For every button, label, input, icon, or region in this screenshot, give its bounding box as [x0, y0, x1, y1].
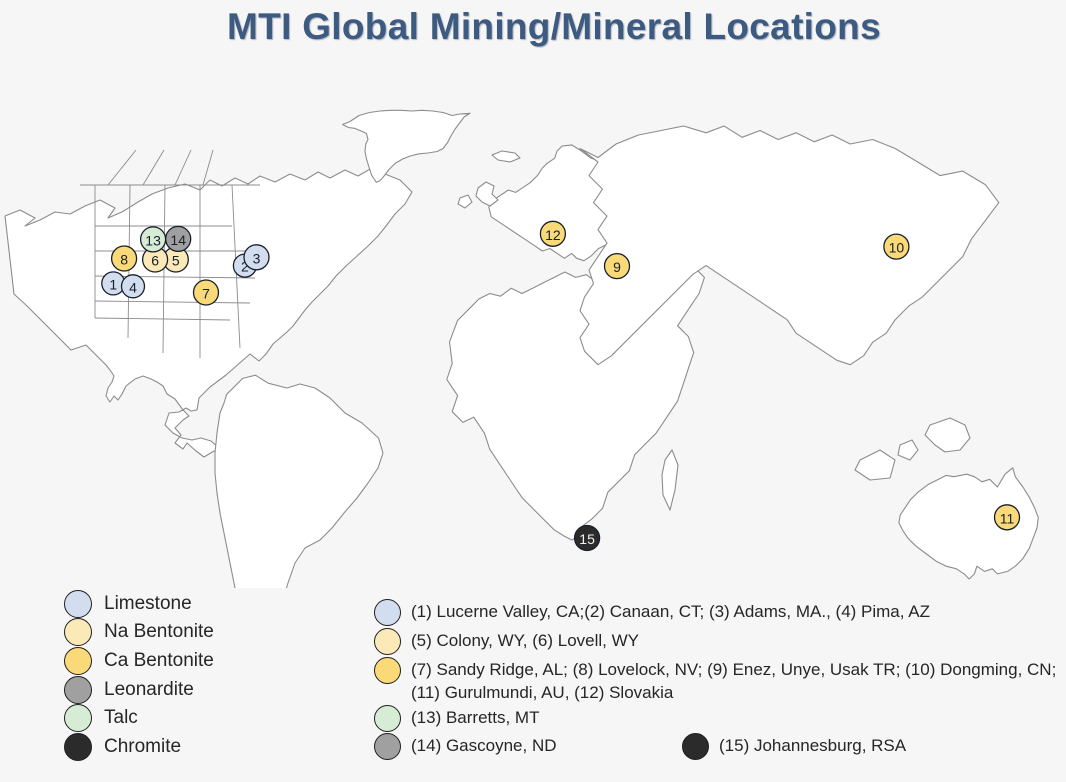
svg-text:15: 15	[579, 531, 595, 547]
svg-text:12: 12	[545, 227, 561, 243]
svg-text:6: 6	[151, 253, 159, 269]
svg-text:3: 3	[253, 250, 261, 266]
svg-text:8: 8	[120, 252, 128, 268]
svg-text:5: 5	[172, 253, 180, 269]
svg-text:4: 4	[129, 279, 137, 295]
svg-text:10: 10	[889, 240, 905, 256]
svg-text:11: 11	[1000, 510, 1015, 526]
svg-text:1: 1	[109, 276, 117, 292]
svg-text:14: 14	[170, 232, 186, 248]
svg-text:7: 7	[202, 286, 210, 302]
svg-text:9: 9	[613, 259, 621, 275]
svg-text:13: 13	[145, 232, 161, 248]
